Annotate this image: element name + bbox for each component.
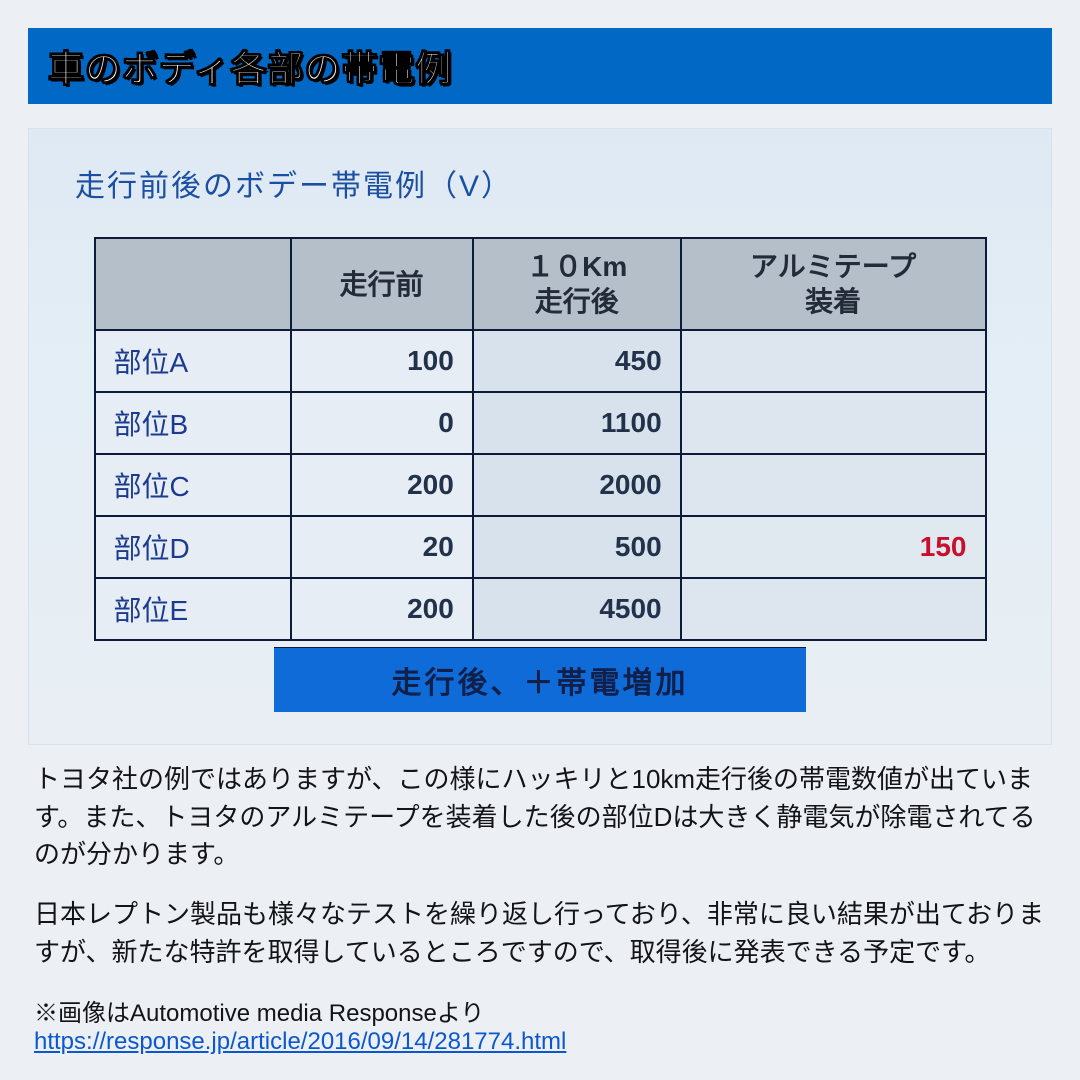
cell-aluminum (681, 454, 986, 516)
slide-region: 走行前後のボデー帯電例（V） 走行前 １０Km 走行後 アルミテープ 装着 部位… (28, 128, 1052, 745)
cell-after: 500 (473, 516, 681, 578)
cell-before: 200 (291, 454, 473, 516)
cell-before: 0 (291, 392, 473, 454)
table-row: 部位D 20 500 150 (95, 516, 986, 578)
cell-aluminum (681, 578, 986, 640)
table-body: 部位A 100 450 部位B 0 1100 部位C 200 2000 部位D … (95, 330, 986, 640)
table-header-row: 走行前 １０Km 走行後 アルミテープ 装着 (95, 238, 986, 330)
body-text: トヨタ社の例ではありますが、この様にハッキリと10km走行後の帯電数値が出ていま… (28, 761, 1052, 971)
page-title: 車のボディ各部の帯電例 (48, 40, 1032, 92)
cell-after: 1100 (473, 392, 681, 454)
table-row: 部位A 100 450 (95, 330, 986, 392)
row-label: 部位A (95, 330, 291, 392)
table-row: 部位B 0 1100 (95, 392, 986, 454)
table-row: 部位E 200 4500 (95, 578, 986, 640)
row-label: 部位E (95, 578, 291, 640)
cell-after: 450 (473, 330, 681, 392)
col-header-empty (95, 238, 291, 330)
table-row: 部位C 200 2000 (95, 454, 986, 516)
cell-aluminum (681, 392, 986, 454)
summary-bar: 走行後、＋帯電増加 (274, 647, 806, 712)
cell-after: 4500 (473, 578, 681, 640)
footnote: ※画像はAutomotive media Responseより https://… (28, 993, 1052, 1056)
row-label: 部位C (95, 454, 291, 516)
footnote-prefix: ※画像はAutomotive media Responseより (34, 1000, 484, 1027)
col-header-aluminum: アルミテープ 装着 (681, 238, 986, 330)
cell-before: 20 (291, 516, 473, 578)
cell-aluminum-highlight: 150 (681, 516, 986, 578)
cell-before: 200 (291, 578, 473, 640)
source-link[interactable]: https://response.jp/article/2016/09/14/2… (34, 1028, 566, 1055)
cell-aluminum (681, 330, 986, 392)
subtitle: 走行前後のボデー帯電例（V） (75, 161, 1015, 205)
row-label: 部位B (95, 392, 291, 454)
header-bar: 車のボディ各部の帯電例 (28, 28, 1052, 104)
charge-table: 走行前 １０Km 走行後 アルミテープ 装着 部位A 100 450 部位B 0… (94, 237, 987, 641)
col-header-before: 走行前 (291, 238, 473, 330)
paragraph-1: トヨタ社の例ではありますが、この様にハッキリと10km走行後の帯電数値が出ていま… (34, 761, 1046, 874)
cell-before: 100 (291, 330, 473, 392)
row-label: 部位D (95, 516, 291, 578)
cell-after: 2000 (473, 454, 681, 516)
paragraph-2: 日本レプトン製品も様々なテストを繰り返し行っており、非常に良い結果が出ております… (34, 896, 1046, 971)
col-header-after: １０Km 走行後 (473, 238, 681, 330)
